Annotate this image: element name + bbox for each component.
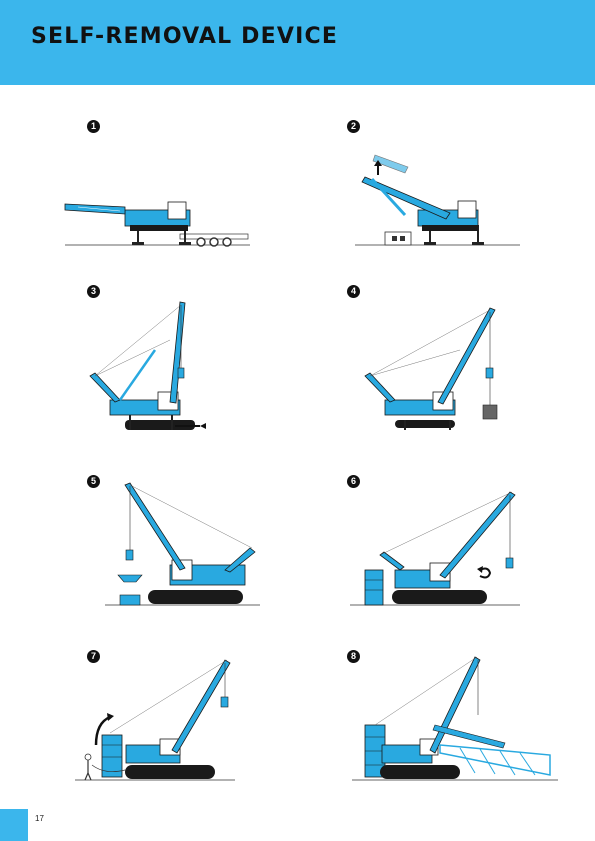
step-number-5: 5 (87, 475, 100, 488)
step-5-drawing (105, 482, 260, 606)
step-8-illustration: 8 (330, 645, 570, 795)
step-7-illustration: 7 (60, 645, 300, 795)
step-4-drawing (364, 307, 498, 430)
step-8-drawing (352, 656, 558, 781)
page-number: 17 (35, 814, 44, 823)
step-6-drawing (350, 491, 520, 606)
header-banner: SELF-REMOVAL DEVICE (0, 0, 595, 85)
page-number-tab (0, 809, 28, 841)
step-1-illustration: 1 (60, 115, 300, 265)
step-number-8: 8 (347, 650, 360, 663)
step-4-illustration: 4 (330, 280, 570, 430)
step-5-illustration: 5 (60, 470, 300, 620)
step-2-drawing (355, 154, 520, 246)
step-number-1: 1 (87, 120, 100, 133)
step-number-4: 4 (347, 285, 360, 298)
step-3-drawing (89, 301, 206, 430)
step-1-drawing (64, 201, 250, 247)
step-2-illustration: 2 (330, 115, 570, 265)
step-number-6: 6 (347, 475, 360, 488)
step-number-2: 2 (347, 120, 360, 133)
step-7-drawing (75, 659, 235, 781)
step-number-7: 7 (87, 650, 100, 663)
step-3-illustration: 3 (60, 280, 300, 430)
step-6-illustration: 6 (330, 470, 570, 620)
step-number-3: 3 (87, 285, 100, 298)
page-title: SELF-REMOVAL DEVICE (31, 24, 339, 49)
